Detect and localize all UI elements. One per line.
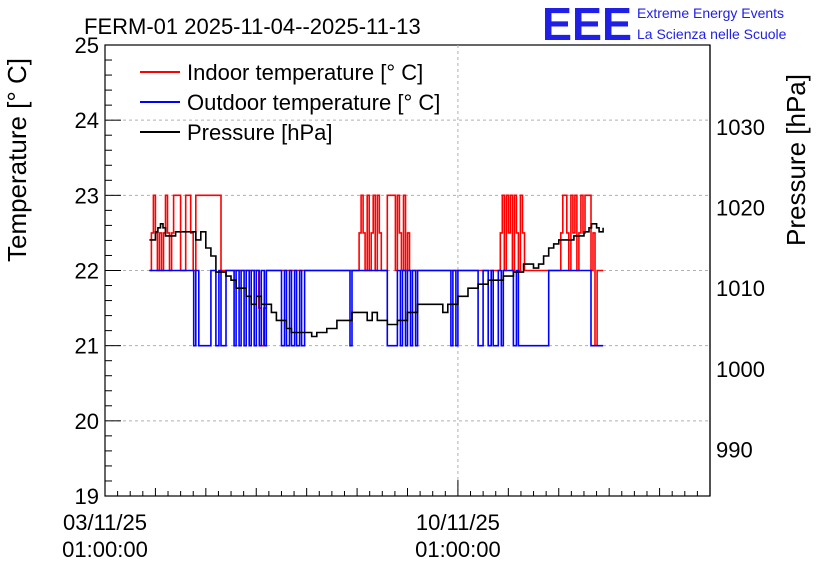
- logo-line-1: Extreme Energy Events: [637, 5, 784, 21]
- y2-tick-label: 1020: [716, 196, 765, 221]
- y2-tick-label: 990: [716, 437, 753, 462]
- x-tick-date-label: 10/11/25: [416, 510, 500, 535]
- y-tick-label: 25: [75, 33, 99, 58]
- y-tick-label: 19: [75, 484, 99, 509]
- chart-title: FERM-01 2025-11-04--2025-11-13: [84, 14, 421, 39]
- y2-tick-label: 1000: [716, 357, 765, 382]
- logo-letters: EEE: [542, 0, 632, 50]
- x-tick-date-label: 03/11/25: [63, 510, 147, 535]
- legend: Indoor temperature [° C] Outdoor tempera…: [140, 60, 440, 145]
- legend-label-indoor: Indoor temperature [° C]: [187, 60, 423, 85]
- legend-label-outdoor: Outdoor temperature [° C]: [187, 90, 440, 115]
- x-tick-time-label: 01:00:00: [62, 537, 148, 562]
- y2-axis-title: Pressure [hPa]: [781, 74, 811, 246]
- y-tick-label: 20: [75, 409, 99, 434]
- eee-logo: EEE Extreme Energy Events La Scienza nel…: [542, 0, 787, 50]
- series-layer: [149, 194, 604, 347]
- y-axis-title: Temperature [° C]: [2, 58, 32, 262]
- outdoor-temperature-line: [149, 269, 604, 347]
- logo-line-2: La Scienza nelle Scuole: [637, 26, 787, 42]
- y-tick-label: 24: [75, 108, 99, 133]
- left-axis: 19 20 21 22 23 24 25: [75, 33, 121, 509]
- x-tick-time-label: 01:00:00: [415, 537, 501, 562]
- y-tick-label: 23: [75, 183, 99, 208]
- right-axis: 990 1000 1010 1020 1030: [709, 45, 765, 496]
- legend-label-pressure: Pressure [hPa]: [187, 120, 333, 145]
- y2-tick-label: 1010: [716, 276, 765, 301]
- y-tick-label: 22: [75, 259, 99, 284]
- y-tick-label: 21: [75, 334, 99, 359]
- pressure-line: [149, 223, 604, 338]
- y2-tick-label: 1030: [716, 115, 765, 140]
